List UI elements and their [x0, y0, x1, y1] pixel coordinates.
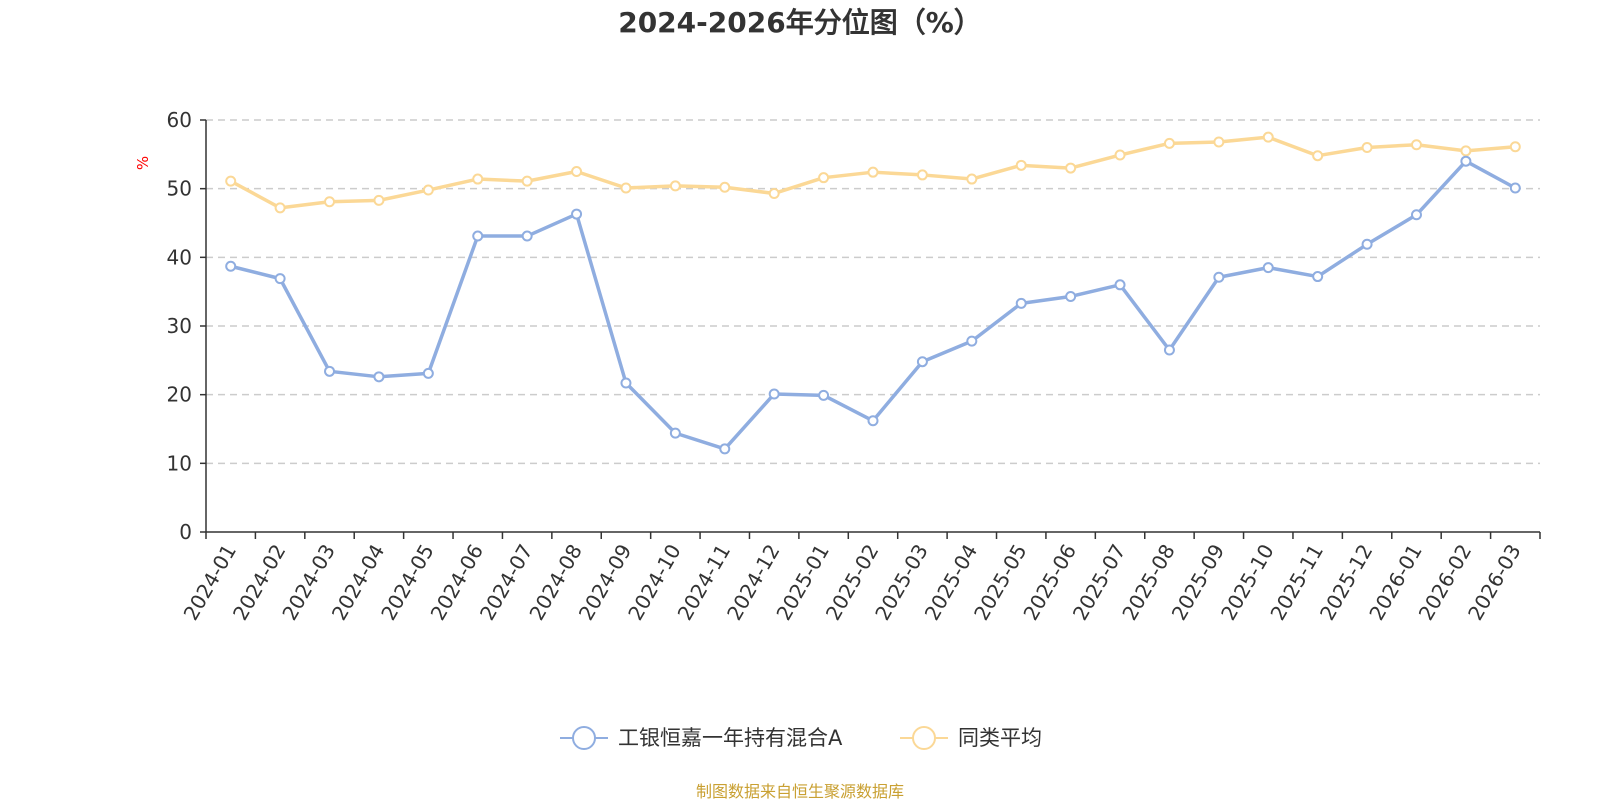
y-tick-label: 10: [167, 451, 192, 475]
data-point[interactable]: [1509, 182, 1521, 194]
data-point[interactable]: [1213, 271, 1225, 283]
data-point[interactable]: [274, 273, 286, 285]
data-point[interactable]: [1410, 139, 1422, 151]
data-point[interactable]: [1410, 209, 1422, 221]
data-point[interactable]: [916, 169, 928, 181]
data-point[interactable]: [1509, 141, 1521, 153]
data-point[interactable]: [373, 371, 385, 383]
grid-lines: [206, 119, 1540, 465]
data-point[interactable]: [472, 173, 484, 185]
legend-item[interactable]: 工银恒嘉一年持有混合A: [560, 726, 843, 750]
legend-label: 同类平均: [958, 726, 1042, 750]
data-point[interactable]: [274, 202, 286, 214]
data-point[interactable]: [571, 166, 583, 177]
y-tick-label: 30: [167, 314, 192, 338]
y-tick-label: 50: [167, 177, 192, 201]
data-point[interactable]: [1262, 262, 1274, 274]
data-point[interactable]: [620, 377, 632, 389]
data-point[interactable]: [966, 173, 978, 185]
data-point[interactable]: [669, 427, 681, 439]
data-point[interactable]: [818, 389, 830, 401]
data-point[interactable]: [1015, 297, 1027, 309]
data-point[interactable]: [867, 415, 879, 427]
data-point[interactable]: [1312, 271, 1324, 283]
legend-marker-icon: [572, 726, 596, 750]
y-tick-label: 40: [167, 245, 192, 269]
data-point[interactable]: [966, 335, 978, 347]
data-point[interactable]: [324, 196, 336, 208]
series-1: [225, 155, 1521, 455]
data-point[interactable]: [422, 367, 434, 379]
data-point[interactable]: [719, 443, 731, 455]
data-point[interactable]: [1361, 141, 1373, 153]
data-point[interactable]: [373, 194, 385, 206]
legend-label: 工银恒嘉一年持有混合A: [618, 726, 843, 750]
series-line: [230, 159, 1517, 451]
data-point[interactable]: [620, 182, 632, 194]
source-note: 制图数据来自恒生聚源数据库: [696, 782, 904, 800]
data-point[interactable]: [1065, 290, 1077, 302]
legend-marker-icon: [912, 726, 936, 750]
y-tick-label: 60: [167, 108, 192, 132]
data-point[interactable]: [472, 230, 484, 242]
legend-item[interactable]: 同类平均: [900, 726, 1042, 750]
data-point[interactable]: [1163, 137, 1175, 149]
series-2: [225, 131, 1521, 214]
legend[interactable]: 工银恒嘉一年持有混合A 同类平均: [560, 726, 1042, 750]
x-axis-ticks: 2024-012024-022024-032024-042024-052024-…: [179, 532, 1541, 624]
data-point[interactable]: [1361, 238, 1373, 250]
data-point[interactable]: [225, 260, 237, 272]
chart-title: 2024-2026年分位图（%）: [618, 6, 982, 39]
data-point[interactable]: [1312, 150, 1324, 162]
data-point[interactable]: [867, 166, 879, 178]
data-point[interactable]: [225, 175, 237, 187]
data-point[interactable]: [521, 175, 533, 187]
data-point[interactable]: [1163, 344, 1175, 356]
data-point[interactable]: [818, 172, 830, 184]
data-point[interactable]: [1460, 155, 1472, 167]
y-axis-unit: %: [134, 156, 152, 170]
y-tick-label: 0: [179, 520, 192, 544]
data-point[interactable]: [324, 365, 336, 377]
data-point[interactable]: [1114, 149, 1126, 161]
data-point[interactable]: [669, 180, 681, 192]
data-point[interactable]: [521, 230, 533, 242]
data-point[interactable]: [719, 181, 731, 193]
data-point[interactable]: [1114, 279, 1126, 291]
series-layer: [225, 131, 1521, 455]
data-point[interactable]: [768, 388, 780, 400]
data-point[interactable]: [571, 208, 583, 220]
data-point[interactable]: [768, 187, 780, 199]
data-point[interactable]: [916, 356, 928, 368]
data-point[interactable]: [1262, 131, 1274, 143]
data-point[interactable]: [1015, 159, 1027, 171]
data-point[interactable]: [1065, 162, 1077, 174]
y-axis-ticks: 0 10 20 30 40 50 60: [167, 108, 206, 544]
data-point[interactable]: [1460, 145, 1472, 157]
y-tick-label: 20: [167, 383, 192, 407]
data-point[interactable]: [422, 184, 434, 196]
data-point[interactable]: [1213, 136, 1225, 148]
